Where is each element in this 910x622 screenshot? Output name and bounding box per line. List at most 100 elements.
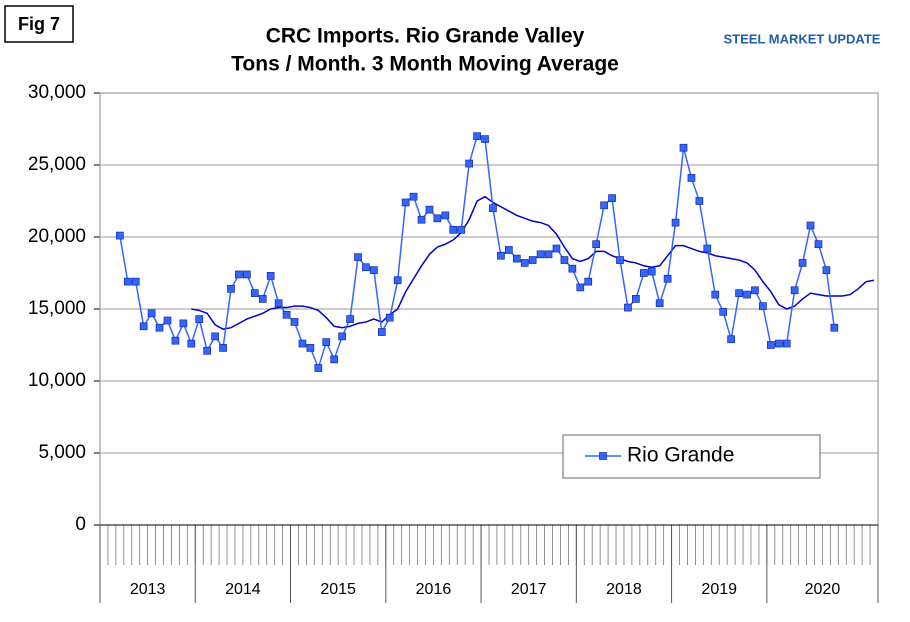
marker [211,332,219,341]
marker [671,218,680,227]
marker [179,319,188,328]
marker [600,201,608,210]
marker [695,197,704,205]
marker [115,231,124,240]
marker [552,244,561,253]
marker [155,323,164,332]
marker [759,302,767,310]
y-tick-label: 5,000 [38,442,86,463]
legend-marker [599,452,607,460]
marker [806,221,815,230]
marker [711,290,720,299]
marker [219,344,227,352]
x-group-label: 2017 [511,581,547,598]
y-tick-label: 15,000 [28,298,86,319]
marker [647,267,656,276]
marker [235,270,243,279]
marker [290,318,299,326]
marker [401,198,410,207]
marker [735,289,743,298]
marker [338,332,346,341]
marker [520,259,529,267]
marker [441,211,450,220]
marker [655,299,664,308]
marker [163,316,172,325]
y-tick-label: 30,000 [28,82,86,103]
chart-subtitle: Tons / Month. 3 Month Moving Average [231,53,619,76]
marker [433,214,442,223]
marker [266,272,275,280]
marker [195,315,204,323]
marker [489,204,497,213]
marker [425,205,434,214]
marker [560,256,569,264]
marker [393,276,402,285]
marker [766,341,775,349]
marker [330,355,339,364]
moving-average-line [191,195,875,330]
marker [346,315,354,323]
marker [624,303,632,312]
marker [568,264,577,273]
marker [616,256,624,264]
marker [243,270,251,279]
marker [512,254,521,263]
marker [131,277,140,286]
marker [417,215,426,224]
marker [632,295,640,303]
marker [370,266,378,274]
marker [171,336,180,345]
y-tick-label: 25,000 [28,154,86,175]
marker [298,339,307,348]
marker [314,364,323,372]
marker [774,339,783,348]
x-group-label: 2018 [606,581,642,598]
marker [687,174,696,182]
chart-title: CRC Imports. Rio Grande Valley [266,25,585,48]
marker [822,266,831,274]
marker [449,225,458,234]
marker [123,277,132,286]
marker [354,253,362,262]
x-group-label: 2019 [701,581,737,598]
marker [719,308,728,316]
marker [274,299,283,308]
legend-label: Rio Grande [627,444,734,467]
marker [584,277,593,286]
marker [187,339,196,348]
marker [536,250,545,259]
marker [576,283,585,292]
figure-label-box [4,5,74,43]
x-group-label: 2020 [805,581,841,598]
marker [608,194,616,202]
logo: STEEL MARKET UPDATE [724,31,881,46]
marker [497,251,505,260]
marker [830,323,839,332]
marker [528,256,537,264]
marker [322,338,331,346]
marker [592,240,601,249]
marker [250,289,259,298]
marker [504,246,513,254]
marker [798,259,807,267]
marker [203,346,212,355]
marker [782,339,791,348]
marker [639,269,648,277]
marker [790,286,799,295]
y-tick-label: 0 [75,514,86,535]
marker [473,132,481,141]
marker [457,225,466,234]
marker [282,310,291,319]
x-group-label: 2014 [225,581,261,598]
marker [727,335,735,344]
marker [544,250,553,259]
marker [362,263,370,272]
x-group-label: 2016 [416,581,452,598]
marker [377,328,386,336]
marker [385,313,394,322]
marker [409,192,418,201]
marker [147,309,156,318]
marker [465,159,474,168]
marker [751,286,759,295]
